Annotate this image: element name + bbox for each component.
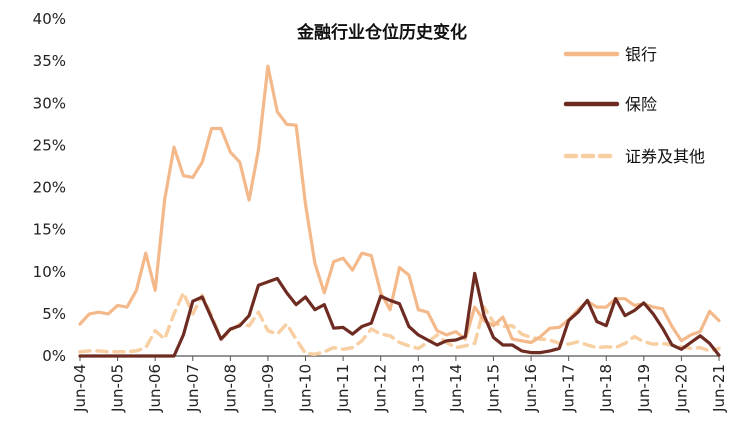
x-tick-label: Jun-04 — [71, 364, 89, 413]
x-tick-label: Jun-16 — [522, 364, 540, 413]
y-tick-label: 25% — [33, 136, 66, 154]
x-tick-label: Jun-17 — [560, 364, 578, 413]
x-tick-label: Jun-15 — [484, 364, 502, 413]
y-tick-label: 5% — [42, 305, 66, 323]
series-line-1 — [78, 271, 721, 358]
y-tick-label: 20% — [33, 179, 66, 197]
chart-title: 金融行业仓位历史变化 — [296, 22, 467, 43]
y-tick-label: 15% — [33, 221, 66, 239]
legend-label-2: 证券及其他 — [625, 147, 705, 166]
x-tick-label: Jun-11 — [334, 364, 352, 413]
x-axis: Jun-04 Jun-05 Jun-06 Jun-07 Jun-08 Jun-09 Jun-… — [71, 355, 728, 413]
y-tick-label: 40% — [33, 10, 66, 28]
series-line-2 — [78, 291, 721, 357]
x-tick-label: Jun-09 — [259, 364, 277, 413]
x-tick-label: Jun-19 — [635, 364, 653, 413]
plot-area — [78, 64, 721, 358]
y-tick-label: 0% — [42, 347, 66, 365]
x-tick-label: Jun-13 — [409, 364, 427, 413]
x-tick-label: Jun-08 — [221, 364, 239, 413]
legend-label-1: 保险 — [625, 95, 657, 114]
x-tick-label: Jun-20 — [672, 364, 690, 413]
series-line-0 — [78, 64, 721, 345]
y-tick-label: 30% — [33, 94, 66, 112]
y-axis-tick-labels: 0% 5% 10% 15% 20% 25% 30% 35% 40% — [33, 10, 66, 365]
x-tick-label: Jun-14 — [447, 364, 465, 413]
x-tick-label: Jun-10 — [297, 364, 315, 413]
x-tick-label: Jun-07 — [184, 364, 202, 413]
x-tick-label: Jun-18 — [597, 364, 615, 413]
x-tick-label: Jun-06 — [146, 364, 164, 413]
x-tick-label: Jun-05 — [109, 364, 127, 413]
x-tick-label: Jun-12 — [372, 364, 390, 413]
y-tick-label: 10% — [33, 263, 66, 281]
y-tick-label: 35% — [33, 52, 66, 70]
x-tick-label: Jun-21 — [710, 364, 728, 413]
legend-label-0: 银行 — [625, 45, 657, 64]
